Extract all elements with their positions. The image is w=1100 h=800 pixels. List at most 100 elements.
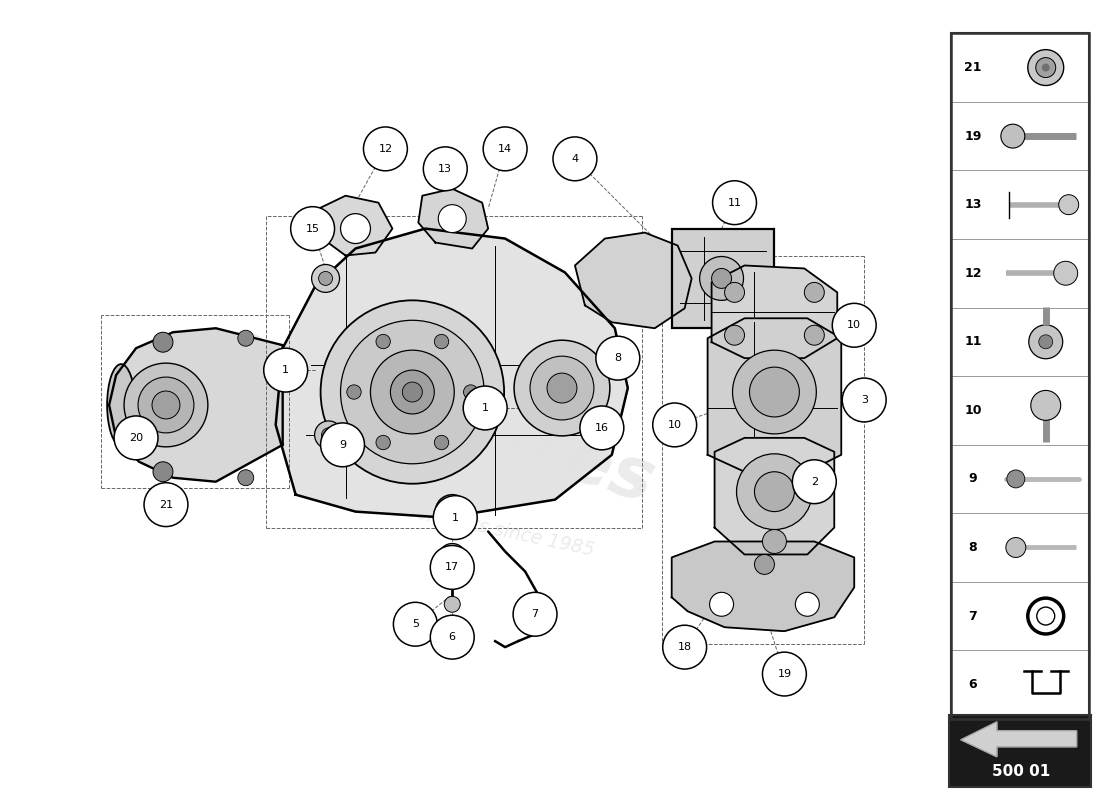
Circle shape (376, 435, 390, 450)
Circle shape (371, 350, 454, 434)
Circle shape (363, 127, 407, 170)
Circle shape (152, 391, 180, 419)
Circle shape (1042, 63, 1049, 71)
Circle shape (1038, 335, 1053, 349)
Text: 7: 7 (969, 610, 977, 622)
Circle shape (1037, 607, 1055, 625)
Circle shape (483, 127, 527, 170)
Circle shape (463, 386, 507, 430)
Circle shape (311, 265, 340, 292)
Circle shape (652, 403, 696, 447)
Circle shape (438, 543, 466, 571)
Circle shape (290, 206, 334, 250)
Circle shape (444, 504, 460, 519)
Circle shape (153, 332, 173, 352)
Circle shape (390, 370, 435, 414)
Polygon shape (715, 438, 834, 554)
Circle shape (755, 554, 774, 574)
Circle shape (749, 367, 800, 417)
Text: 1: 1 (283, 365, 289, 375)
Polygon shape (319, 196, 393, 255)
Circle shape (430, 546, 474, 590)
Circle shape (124, 363, 208, 447)
Text: 13: 13 (965, 198, 981, 211)
Ellipse shape (107, 364, 135, 446)
Text: 1: 1 (482, 403, 488, 413)
Circle shape (755, 472, 794, 512)
Circle shape (843, 378, 887, 422)
Circle shape (376, 334, 390, 349)
Text: 21: 21 (158, 500, 173, 510)
Circle shape (346, 385, 361, 399)
Circle shape (434, 334, 449, 349)
Circle shape (403, 382, 422, 402)
Circle shape (319, 271, 332, 286)
Circle shape (1005, 538, 1026, 558)
Circle shape (153, 462, 173, 482)
Circle shape (530, 356, 594, 420)
Bar (952, 34, 1089, 719)
Polygon shape (961, 722, 1077, 757)
Circle shape (394, 602, 438, 646)
Circle shape (1028, 325, 1063, 358)
Circle shape (804, 282, 824, 302)
Circle shape (795, 592, 820, 616)
Text: a passion for parts since 1985: a passion for parts since 1985 (315, 483, 596, 560)
Circle shape (1031, 390, 1060, 420)
Circle shape (662, 626, 706, 669)
Circle shape (433, 496, 477, 539)
Circle shape (114, 416, 158, 460)
Polygon shape (109, 328, 283, 482)
Text: 8: 8 (614, 353, 622, 363)
Text: 1: 1 (452, 513, 459, 522)
Circle shape (712, 269, 732, 288)
Circle shape (725, 326, 745, 345)
Text: 10: 10 (668, 420, 682, 430)
Polygon shape (276, 229, 628, 518)
FancyBboxPatch shape (672, 229, 774, 328)
Text: 3: 3 (860, 395, 868, 405)
Text: 18: 18 (678, 642, 692, 652)
Polygon shape (575, 233, 692, 328)
Circle shape (762, 652, 806, 696)
Circle shape (580, 406, 624, 450)
Circle shape (1027, 50, 1064, 86)
Circle shape (737, 454, 812, 530)
Circle shape (1058, 194, 1079, 214)
Polygon shape (418, 189, 488, 249)
Circle shape (1036, 58, 1056, 78)
Circle shape (144, 482, 188, 526)
Circle shape (1001, 124, 1025, 148)
Circle shape (264, 348, 308, 392)
Polygon shape (672, 542, 855, 631)
Circle shape (463, 385, 477, 399)
Circle shape (725, 282, 745, 302)
Circle shape (587, 418, 608, 438)
Circle shape (1027, 598, 1064, 634)
Circle shape (585, 412, 605, 432)
Circle shape (1054, 262, 1078, 286)
Circle shape (238, 470, 254, 486)
Circle shape (444, 596, 460, 612)
Circle shape (547, 373, 576, 403)
Circle shape (436, 494, 470, 529)
Text: 12: 12 (965, 266, 981, 280)
Circle shape (430, 615, 474, 659)
Circle shape (553, 137, 597, 181)
Circle shape (315, 421, 342, 449)
Text: 2: 2 (811, 477, 818, 486)
Text: 8: 8 (969, 541, 977, 554)
Circle shape (424, 147, 468, 190)
Text: 19: 19 (778, 669, 792, 679)
Circle shape (238, 330, 254, 346)
Circle shape (700, 257, 744, 300)
Circle shape (341, 214, 371, 243)
Text: 20: 20 (129, 433, 143, 443)
Polygon shape (707, 318, 842, 472)
Text: 11: 11 (727, 198, 741, 208)
Text: 9: 9 (339, 440, 346, 450)
Circle shape (341, 320, 484, 464)
Text: 10: 10 (965, 404, 981, 417)
Text: 14: 14 (498, 144, 513, 154)
Text: 6: 6 (969, 678, 977, 691)
